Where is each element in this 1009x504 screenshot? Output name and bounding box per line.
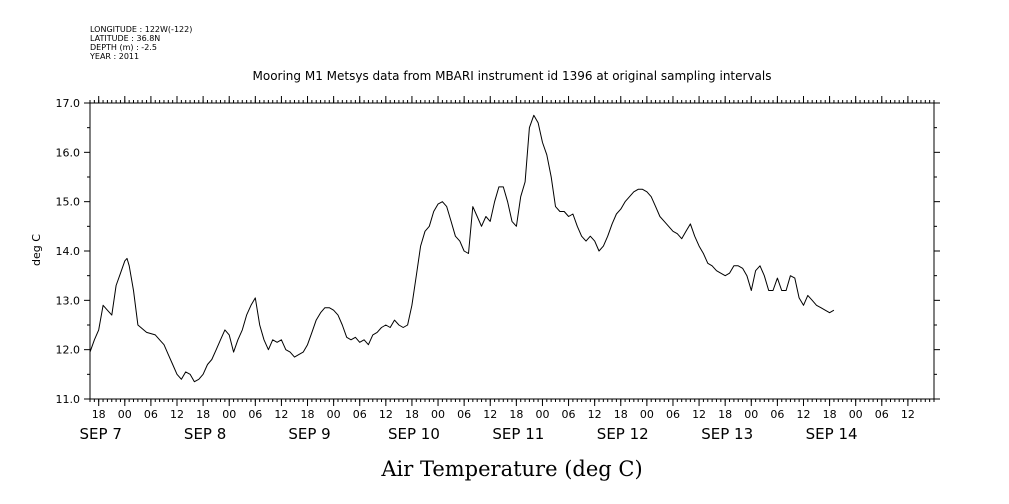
x-hour-label: 12: [901, 408, 915, 421]
x-hour-label: 18: [718, 408, 732, 421]
y-tick-label: 12.0: [56, 344, 81, 357]
y-axis-label: deg C: [30, 234, 43, 266]
x-hour-label: 12: [588, 408, 602, 421]
plot-frame: [89, 102, 935, 400]
x-hour-label: 00: [431, 408, 445, 421]
x-hour-label: 18: [614, 408, 628, 421]
air-temperature-series-line: [89, 114, 835, 383]
x-day-label: SEP 14: [806, 425, 858, 443]
x-hour-label: 00: [222, 408, 236, 421]
x-hour-label: 06: [457, 408, 471, 421]
x-hour-label: 18: [301, 408, 315, 421]
x-hour-label: 12: [379, 408, 393, 421]
year-label: YEAR : 2011: [89, 52, 139, 61]
x-hour-label: 06: [875, 408, 889, 421]
y-tick-label: 11.0: [56, 393, 81, 406]
x-day-label: SEP 7: [80, 425, 122, 443]
x-hour-label: 18: [509, 408, 523, 421]
x-hour-label: 00: [640, 408, 654, 421]
x-hour-label: 00: [118, 408, 132, 421]
x-hour-label: 12: [274, 408, 288, 421]
x-hour-label: 00: [744, 408, 758, 421]
x-day-label: SEP 11: [492, 425, 544, 443]
x-hour-label: 18: [823, 408, 837, 421]
x-hour-label: 06: [666, 408, 680, 421]
x-hour-label: 18: [196, 408, 210, 421]
x-hour-label: 00: [535, 408, 549, 421]
x-hour-label: 12: [170, 408, 184, 421]
latitude-label: LATITUDE : 36.8N: [90, 34, 160, 43]
y-tick-label: 16.0: [56, 146, 81, 159]
x-hour-label: 06: [144, 408, 158, 421]
x-day-label: SEP 12: [597, 425, 649, 443]
x-hour-label: 12: [796, 408, 810, 421]
y-tick-label: 15.0: [56, 196, 81, 209]
depth-label: DEPTH (m) : -2.5: [90, 43, 157, 52]
x-hour-label: 06: [353, 408, 367, 421]
x-axis-label: Air Temperature (deg C): [380, 457, 642, 481]
longitude-label: LONGITUDE : 122W(-122): [90, 25, 192, 34]
x-hour-label: 06: [248, 408, 262, 421]
y-tick-label: 14.0: [56, 245, 81, 258]
x-hour-label: 00: [849, 408, 863, 421]
x-hour-label: 00: [327, 408, 341, 421]
x-hour-label: 06: [562, 408, 576, 421]
x-hour-label: 18: [405, 408, 419, 421]
chart-title: Mooring M1 Metsys data from MBARI instru…: [253, 69, 772, 83]
x-day-label: SEP 13: [701, 425, 753, 443]
y-tick-label: 13.0: [56, 294, 81, 307]
x-day-label: SEP 9: [288, 425, 330, 443]
x-hour-label: 12: [692, 408, 706, 421]
x-hour-label: 18: [92, 408, 106, 421]
x-hour-label: 12: [483, 408, 497, 421]
x-day-label: SEP 10: [388, 425, 440, 443]
x-hour-label: 06: [770, 408, 784, 421]
y-tick-label: 17.0: [56, 97, 81, 110]
x-day-label: SEP 8: [184, 425, 226, 443]
